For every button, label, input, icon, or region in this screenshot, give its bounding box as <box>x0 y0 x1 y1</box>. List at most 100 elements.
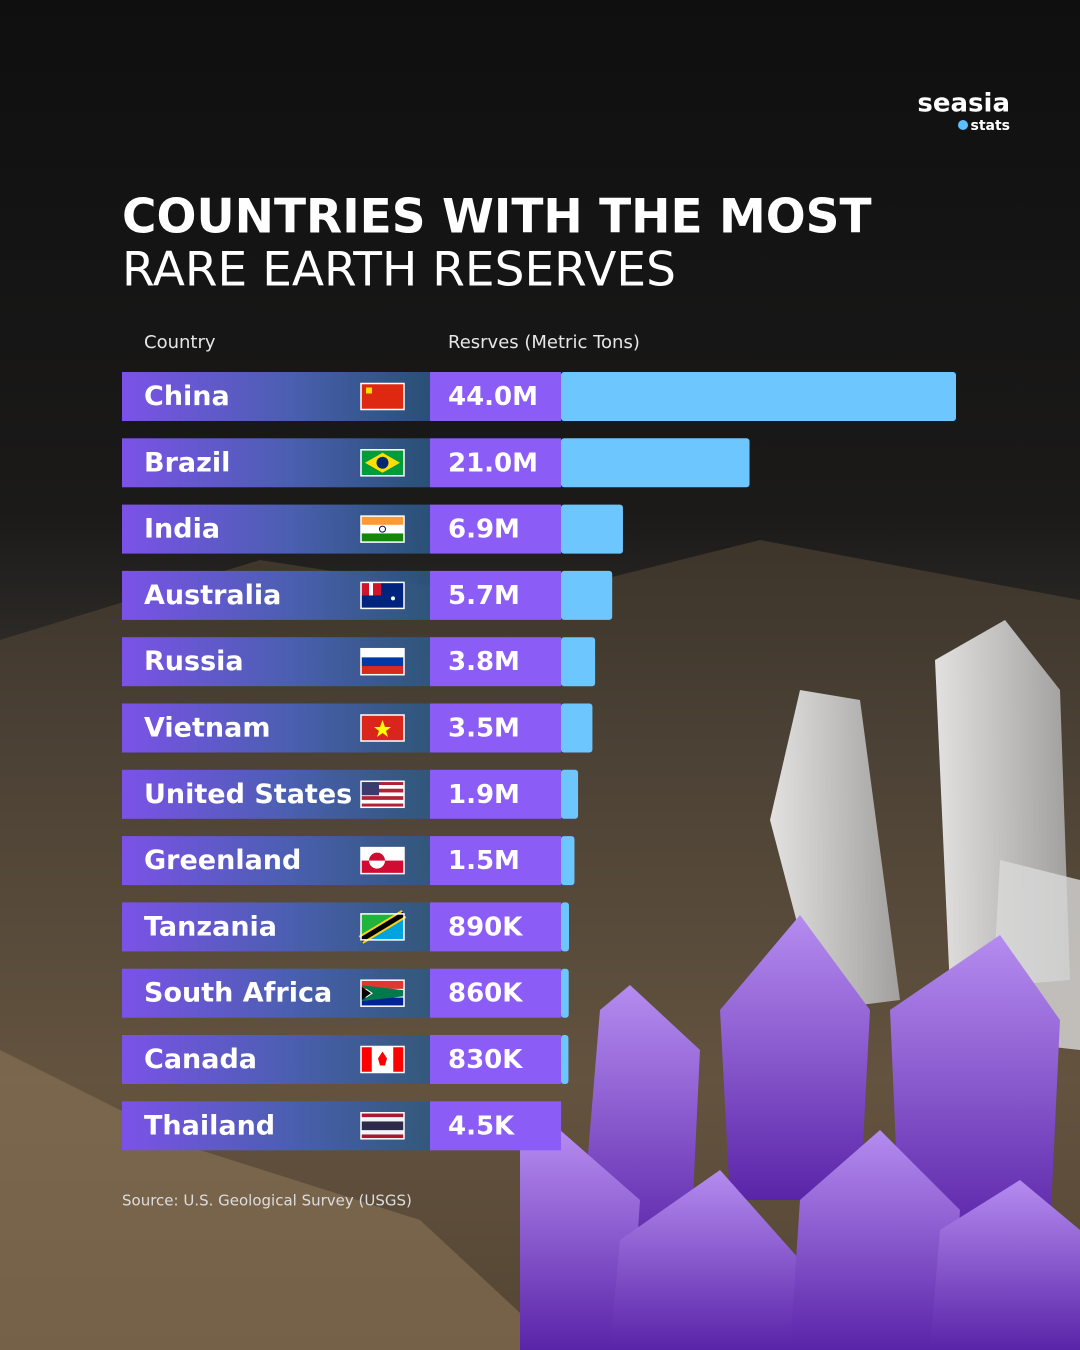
flag <box>360 515 405 543</box>
bar <box>561 703 593 753</box>
bar <box>561 1035 569 1084</box>
flag-border <box>360 1112 405 1140</box>
flag-part <box>391 596 395 601</box>
bar <box>561 968 569 1018</box>
flag-part <box>379 525 386 533</box>
brand-dot <box>958 120 968 130</box>
flag <box>360 1112 405 1140</box>
value-label: 860K <box>448 979 523 1009</box>
flag-part <box>361 383 404 410</box>
category-label: Brazil <box>144 447 230 478</box>
category-label: Russia <box>144 646 244 677</box>
value-box <box>430 1101 561 1151</box>
value-label: 44.0M <box>448 382 538 412</box>
bar <box>561 372 956 421</box>
value-label: 5.7M <box>448 581 520 611</box>
row: Tanzania 890K <box>122 902 569 952</box>
chart-subtitle: RARE EARTH RESERVES <box>122 243 676 298</box>
value-label: 890K <box>448 912 523 942</box>
flag-border <box>360 979 405 1007</box>
flag-part <box>376 456 389 469</box>
flag-part <box>361 796 404 801</box>
flag-part <box>371 1046 383 1073</box>
chart-title: COUNTRIES WITH THE MOST <box>122 190 872 245</box>
flag-part <box>369 852 385 861</box>
row: United States 1.9M <box>122 769 579 819</box>
category-label: Australia <box>144 580 281 611</box>
category-label: Thailand <box>144 1110 275 1141</box>
row: Greenland 1.5M <box>122 836 575 886</box>
crystals <box>520 620 1080 1350</box>
value-label: 3.8M <box>448 647 520 677</box>
value-box <box>430 372 561 421</box>
flag-part <box>361 1134 404 1140</box>
category-label: Vietnam <box>144 713 270 744</box>
flag-border <box>360 714 405 742</box>
row: Brazil 21.0M <box>122 438 750 488</box>
row: Canada 830K <box>122 1035 569 1084</box>
value-box <box>430 438 561 488</box>
flag-part <box>361 1125 404 1131</box>
row: Vietnam 3.5M <box>122 703 593 753</box>
value-label: 6.9M <box>448 515 520 545</box>
flag <box>360 846 405 875</box>
flag-part <box>393 1046 405 1073</box>
flag-part <box>361 1130 404 1135</box>
flag-part <box>361 1117 404 1122</box>
category-header: Country <box>144 332 216 353</box>
value-box <box>430 703 561 753</box>
flag-border <box>360 913 405 941</box>
flag-part <box>378 1051 387 1066</box>
flag-part <box>361 803 404 808</box>
flag-border <box>360 581 405 610</box>
bar <box>561 438 750 488</box>
flag-part <box>361 533 404 543</box>
flag-part <box>361 657 404 667</box>
flag-border <box>360 780 405 809</box>
flag-part <box>361 997 404 1007</box>
row: South Africa 860K <box>122 968 569 1018</box>
flag-part <box>374 720 391 737</box>
row: Russia 3.8M <box>122 637 596 687</box>
value-label: 1.5M <box>448 846 520 876</box>
flag-border <box>360 515 405 543</box>
value-label: 21.0M <box>448 448 538 478</box>
flag <box>360 581 405 610</box>
flag-part <box>361 785 404 790</box>
value-box <box>430 902 561 952</box>
flag-part <box>382 1046 394 1073</box>
flag-part <box>361 524 404 534</box>
flag-border <box>360 846 405 875</box>
flag-border <box>360 1045 405 1074</box>
flag <box>360 714 405 742</box>
source: Source: U.S. Geological Survey (USGS) <box>122 1192 412 1210</box>
row: Australia 5.7M <box>122 570 613 620</box>
flag-part <box>361 799 404 804</box>
flag-part <box>359 911 406 943</box>
brand-name: seasia <box>917 89 1010 119</box>
value-box <box>430 769 561 819</box>
value-header: Resrves (Metric Tons) <box>448 332 640 353</box>
flag <box>360 647 405 676</box>
value-box <box>430 836 561 886</box>
flag <box>360 449 405 477</box>
bar <box>561 769 579 819</box>
flag-part <box>361 516 404 526</box>
flag <box>360 979 405 1007</box>
value-label: 1.9M <box>448 780 520 810</box>
category-label: India <box>144 514 220 545</box>
value-label: 4.5K <box>448 1111 515 1141</box>
row: Thailand 4.5K <box>122 1101 562 1151</box>
flag-part <box>361 985 404 1002</box>
flag-part <box>369 582 373 596</box>
flag-part <box>361 648 404 658</box>
flag <box>358 910 407 944</box>
flag-part <box>361 986 371 1001</box>
category-label: South Africa <box>144 978 332 1009</box>
brand-tagline: stats <box>971 118 1011 134</box>
value-box <box>430 637 561 687</box>
flag-part <box>361 781 404 786</box>
flag-border <box>360 647 405 676</box>
value-box <box>430 1035 561 1084</box>
